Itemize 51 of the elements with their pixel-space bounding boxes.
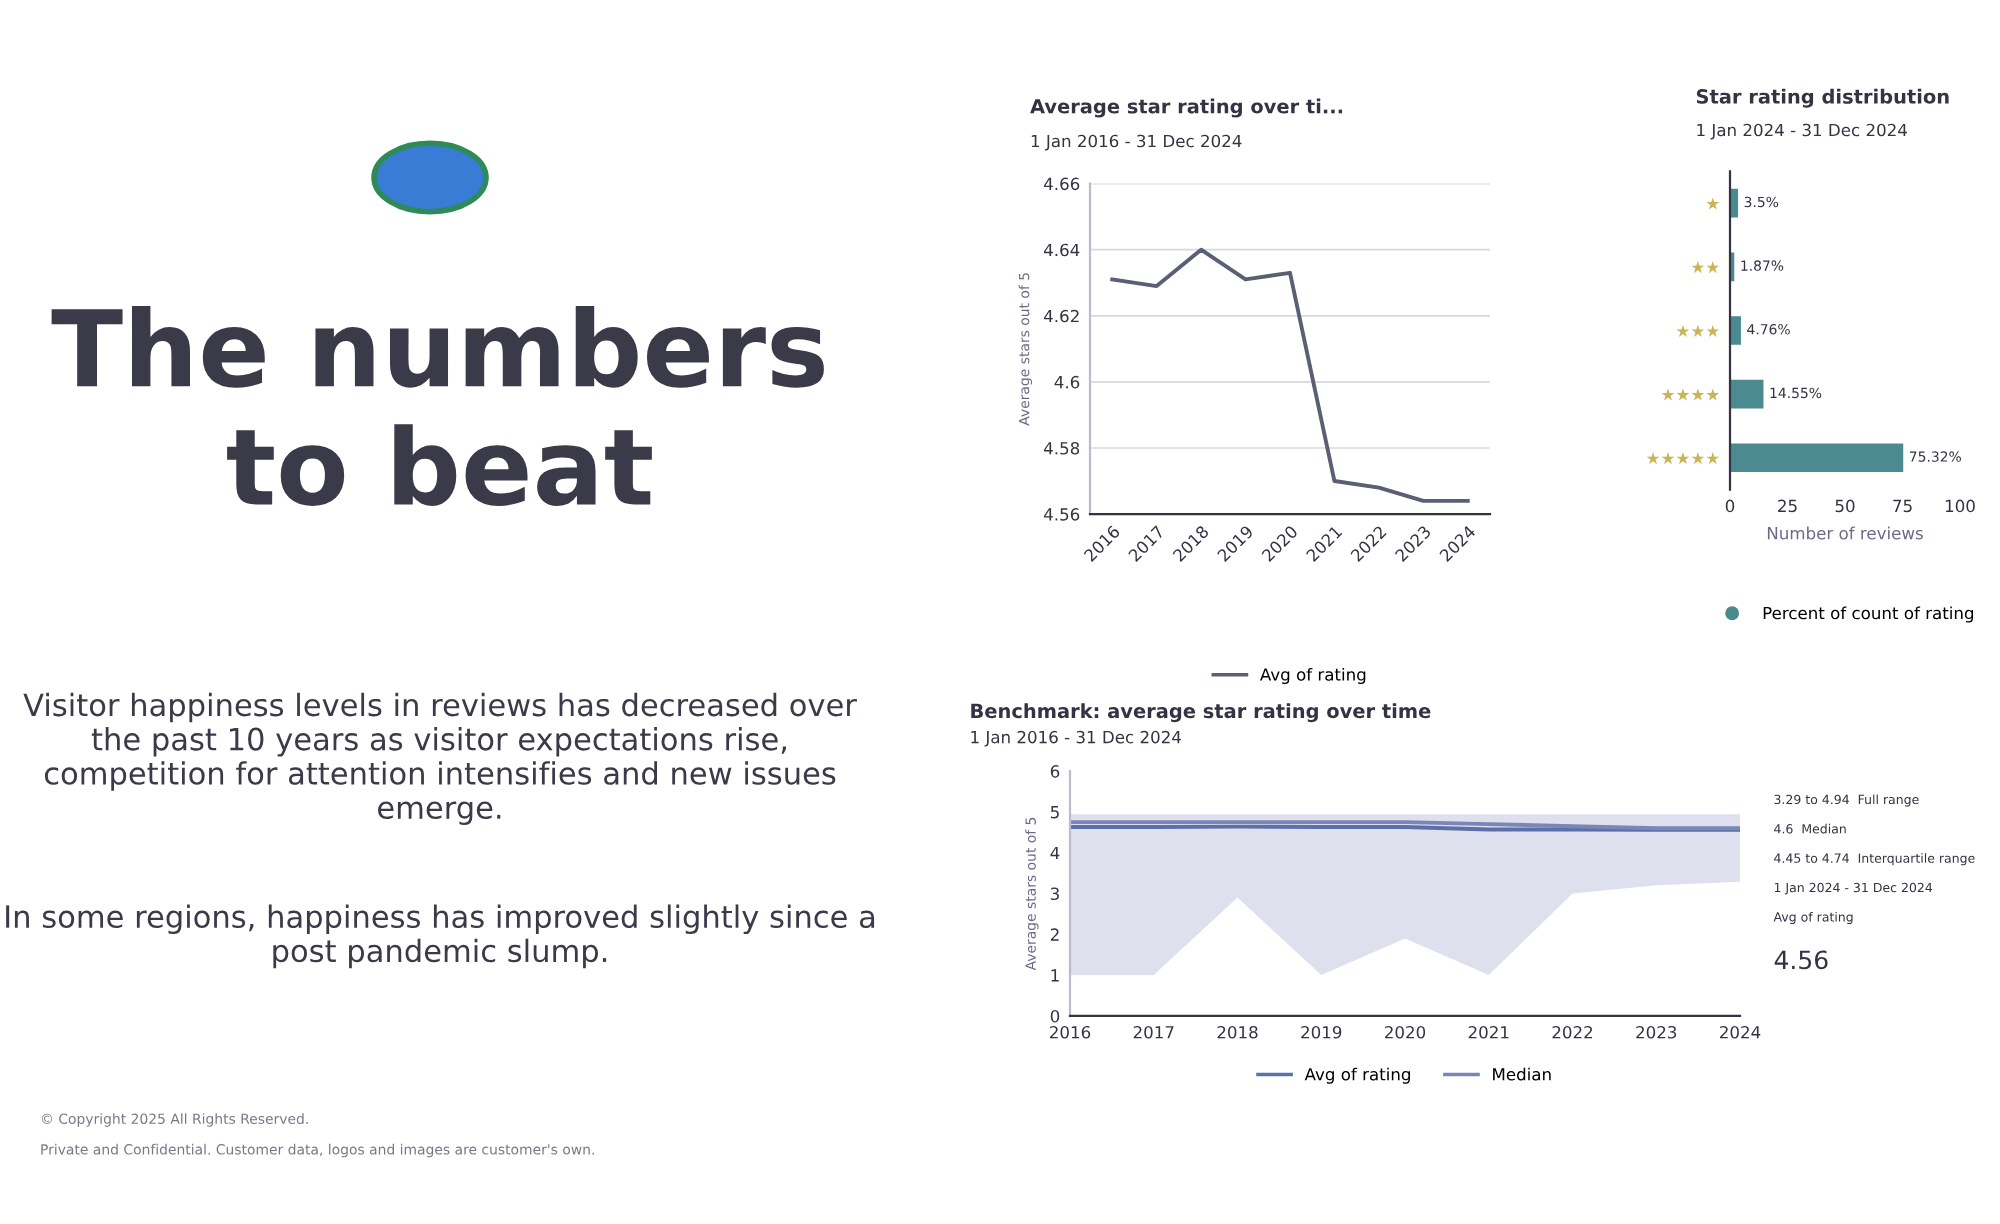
- chart-title: Benchmark: average star rating over time: [971, 703, 1431, 723]
- chart-title: Average star rating over ti...: [1030, 98, 1343, 118]
- text: Visitor happiness levels in reviews has decreased over the past 10 years as visitor expectations rise, competition for attention intensifies and new issues emerge.: [23, 692, 857, 825]
- x-tick-label: 2021: [1468, 1025, 1509, 1039]
- x-tick-label: 50: [1835, 499, 1855, 513]
- x-tick-label: 2022: [1552, 1025, 1593, 1039]
- x-tick-label: 2017: [1133, 1025, 1174, 1039]
- y-tick-label: 4.64: [1043, 243, 1080, 257]
- bar: [1730, 443, 1904, 473]
- y-tick-label: 6: [1050, 765, 1060, 778]
- y-tick-label: 4.62: [1043, 309, 1079, 323]
- x-tick-label: 75: [1893, 499, 1912, 513]
- x-tick-label: 25: [1778, 499, 1797, 513]
- x-tick-label: 2023: [1636, 1025, 1677, 1039]
- legend-label: Avg of rating: [1260, 667, 1366, 685]
- y-tick-label: 3: [1050, 887, 1059, 901]
- x-tick-label: 0: [1725, 499, 1735, 513]
- chart-title: Star rating distribution: [1696, 88, 1949, 108]
- y-tick-label: ★★: [1691, 261, 1720, 274]
- chart-subtitle: 1 Jan 2016 - 31 Dec 2024: [1031, 134, 1242, 151]
- y-tick-label: ★: [1706, 197, 1720, 210]
- y-tick-label: 4: [1050, 846, 1060, 860]
- y-tick-label: 2: [1050, 928, 1059, 941]
- y-tick-label: 0: [1050, 1009, 1060, 1023]
- line-series: [1110, 247, 1470, 503]
- legend-label: Median: [1493, 1067, 1551, 1081]
- y-tick-label: 4.6: [1054, 375, 1080, 389]
- y-tick-label: 1: [1051, 969, 1059, 982]
- bar: [1730, 379, 1764, 409]
- x-tick-label: 2016: [1050, 1025, 1091, 1039]
- bar: [1730, 316, 1741, 345]
- y-tick-label: ★★★★: [1661, 388, 1720, 401]
- legend-label: Percent of count of rating: [1763, 606, 1974, 623]
- y-tick-label: ★★★★★: [1646, 452, 1720, 465]
- x-tick-label: 2019: [1301, 1025, 1342, 1039]
- chart-subtitle: 1 Jan 2024 - 31 Dec 2024: [1697, 123, 1907, 140]
- text: In some regions, happiness has improved slightly since a post pandemic slump.: [6, 904, 875, 969]
- x-tick-label: 2020: [1385, 1025, 1426, 1039]
- x-tick-label: 100: [1945, 499, 1975, 513]
- x-tick-label: 2018: [1217, 1025, 1258, 1039]
- y-tick-label: 4.58: [1043, 441, 1080, 455]
- y-tick-label: 4.56: [1043, 508, 1080, 521]
- text: 4.56: [1774, 950, 1828, 970]
- x-tick-label: 2024: [1720, 1025, 1761, 1039]
- text: The numbers to beat: [51, 305, 824, 506]
- y-tick-label: ★★★: [1676, 324, 1720, 337]
- chart-subtitle: 1 Jan 2016 - 31 Dec 2024: [971, 730, 1181, 747]
- legend-label: Avg of rating: [1304, 1067, 1410, 1084]
- x-axis-title: Number of reviews: [1767, 526, 1923, 540]
- y-tick-label: 4.66: [1043, 177, 1080, 191]
- y-tick-label: 5: [1050, 806, 1059, 819]
